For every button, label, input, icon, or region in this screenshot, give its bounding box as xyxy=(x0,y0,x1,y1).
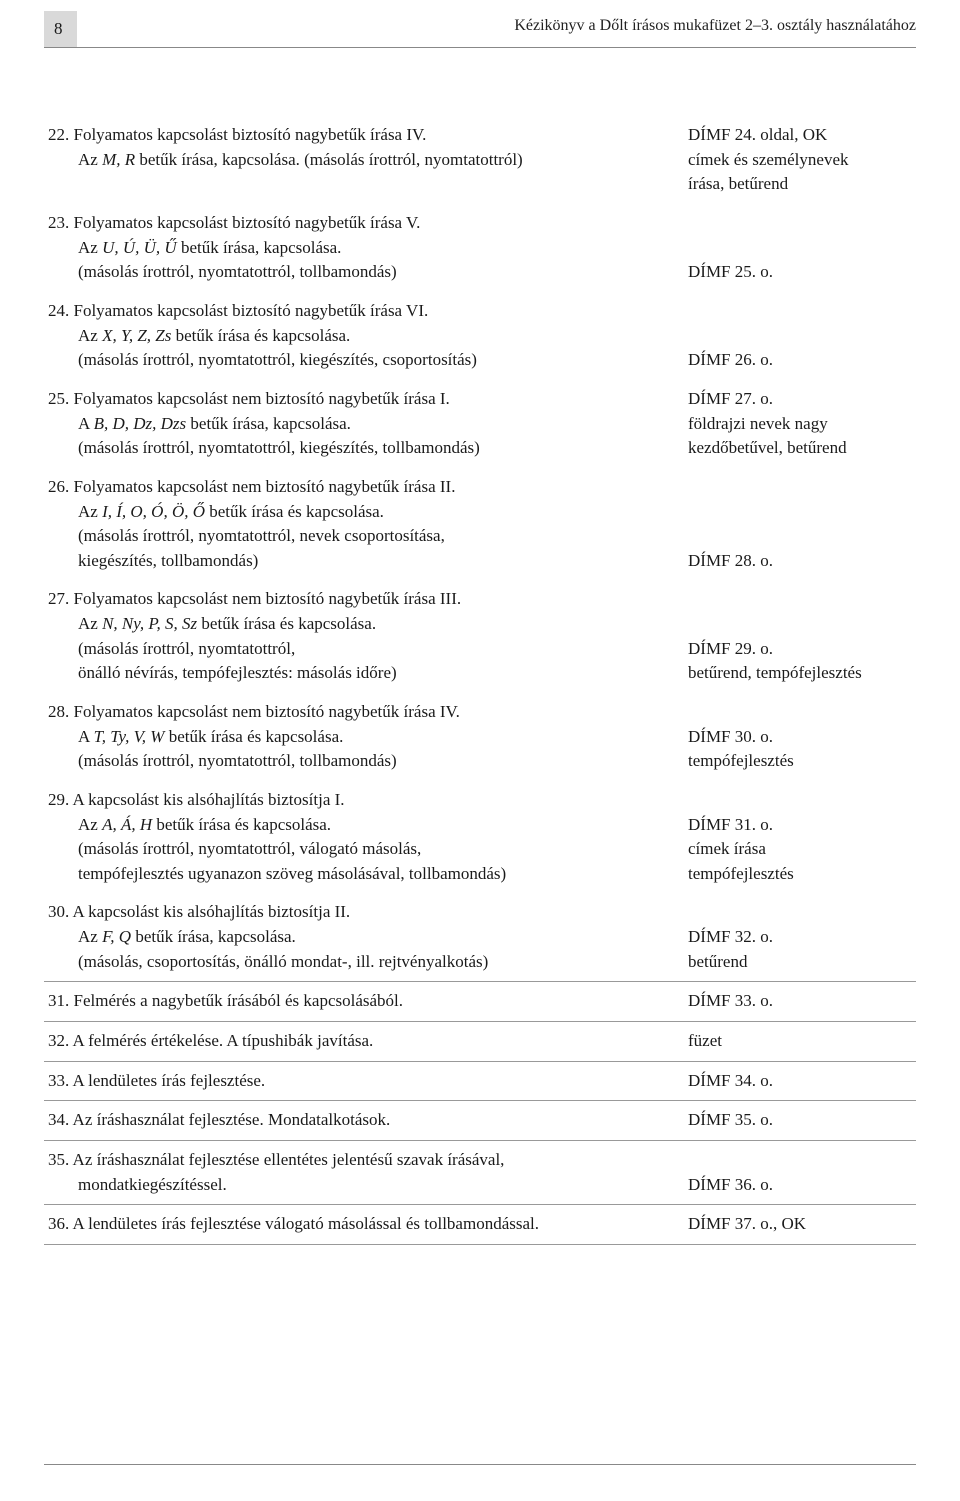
entry-title: 26. Folyamatos kapcsolást nem biztosító … xyxy=(48,475,666,500)
entry-left: 24. Folyamatos kapcsolást biztosító nagy… xyxy=(44,299,684,373)
entry-detail: (másolás írottról, nyomtatottról, kiegés… xyxy=(48,436,666,461)
entry-title: 34. Az íráshasználat fejlesztése. Mondat… xyxy=(48,1108,666,1133)
entry-detail: önálló névírás, tempófejlesztés: másolás… xyxy=(48,661,666,686)
entry-reference: DÍMF 24. oldal, OK címek és személynevek… xyxy=(684,123,916,197)
entry-row: 27. Folyamatos kapcsolást nem biztosító … xyxy=(44,580,916,693)
document-page: 8 Kézikönyv a Dőlt írásos mukafüzet 2–3.… xyxy=(0,0,960,1501)
entry-detail: (másolás írottról, nyomtatottról, váloga… xyxy=(48,837,666,862)
entry-detail: mondatkiegészítéssel. xyxy=(48,1173,666,1198)
entry-title: 23. Folyamatos kapcsolást biztosító nagy… xyxy=(48,211,666,236)
entry-title: 33. A lendületes írás fejlesztése. xyxy=(48,1069,666,1094)
entry-detail: Az X, Y, Z, Zs betűk írása és kapcsolása… xyxy=(48,324,666,349)
entry-reference: füzet xyxy=(684,1029,916,1054)
entry-left: 35. Az íráshasználat fejlesztése ellenté… xyxy=(44,1148,684,1197)
entry-row: 30. A kapcsolást kis alsóhajlítás biztos… xyxy=(44,893,916,982)
entry-detail: Az U, Ú, Ü, Ű betűk írása, kapcsolása. xyxy=(48,236,666,261)
entry-left: 36. A lendületes írás fejlesztése váloga… xyxy=(44,1212,684,1237)
entry-row: 35. Az íráshasználat fejlesztése ellenté… xyxy=(44,1141,916,1205)
entry-detail: Az M, R betűk írása, kapcsolása. (másolá… xyxy=(48,148,666,173)
entry-title: 36. A lendületes írás fejlesztése váloga… xyxy=(48,1212,666,1237)
entry-reference: DÍMF 35. o. xyxy=(684,1108,916,1133)
entry-left: 34. Az íráshasználat fejlesztése. Mondat… xyxy=(44,1108,684,1133)
entry-row: 26. Folyamatos kapcsolást nem biztosító … xyxy=(44,468,916,581)
entry-detail: A T, Ty, V, W betűk írása és kapcsolása. xyxy=(48,725,666,750)
entry-reference: DÍMF 27. o. földrajzi nevek nagy kezdőbe… xyxy=(684,387,916,461)
entry-title: 25. Folyamatos kapcsolást nem biztosító … xyxy=(48,387,666,412)
entry-detail: kiegészítés, tollbamondás) xyxy=(48,549,666,574)
entry-left: 30. A kapcsolást kis alsóhajlítás biztos… xyxy=(44,900,684,974)
entry-detail: (másolás írottról, nyomtatottról, tollba… xyxy=(48,749,666,774)
entry-row: 24. Folyamatos kapcsolást biztosító nagy… xyxy=(44,292,916,380)
entry-list: 22. Folyamatos kapcsolást biztosító nagy… xyxy=(44,116,916,1245)
entry-reference: DÍMF 36. o. xyxy=(684,1148,916,1197)
entry-left: 29. A kapcsolást kis alsóhajlítás biztos… xyxy=(44,788,684,887)
entry-detail: (másolás írottról, nyomtatottról, tollba… xyxy=(48,260,666,285)
entry-reference: DÍMF 30. o. tempófejlesztés xyxy=(684,700,916,774)
entry-reference: DÍMF 29. o. betűrend, tempófejlesztés xyxy=(684,587,916,686)
entry-row: 25. Folyamatos kapcsolást nem biztosító … xyxy=(44,380,916,468)
entry-reference: DÍMF 26. o. xyxy=(684,299,916,373)
entry-detail: Az N, Ny, P, S, Sz betűk írása és kapcso… xyxy=(48,612,666,637)
entry-detail: A B, D, Dz, Dzs betűk írása, kapcsolása. xyxy=(48,412,666,437)
entry-reference: DÍMF 32. o. betűrend xyxy=(684,900,916,974)
entry-row: 22. Folyamatos kapcsolást biztosító nagy… xyxy=(44,116,916,204)
entry-left: 23. Folyamatos kapcsolást biztosító nagy… xyxy=(44,211,684,285)
entry-detail: (másolás írottról, nyomtatottról, xyxy=(48,637,666,662)
entry-detail: Az A, Á, H betűk írása és kapcsolása. xyxy=(48,813,666,838)
entry-left: 33. A lendületes írás fejlesztése. xyxy=(44,1069,684,1094)
entry-title: 28. Folyamatos kapcsolást nem biztosító … xyxy=(48,700,666,725)
entry-reference: DÍMF 37. o., OK xyxy=(684,1212,916,1237)
entry-title: 30. A kapcsolást kis alsóhajlítás biztos… xyxy=(48,900,666,925)
entry-left: 28. Folyamatos kapcsolást nem biztosító … xyxy=(44,700,684,774)
entry-reference: DÍMF 31. o. címek írása tempófejlesztés xyxy=(684,788,916,887)
entry-left: 22. Folyamatos kapcsolást biztosító nagy… xyxy=(44,123,684,172)
entry-title: 27. Folyamatos kapcsolást nem biztosító … xyxy=(48,587,666,612)
entry-row: 36. A lendületes írás fejlesztése váloga… xyxy=(44,1205,916,1245)
entry-title: 32. A felmérés értékelése. A típushibák … xyxy=(48,1029,666,1054)
entry-left: 26. Folyamatos kapcsolást nem biztosító … xyxy=(44,475,684,574)
entry-left: 32. A felmérés értékelése. A típushibák … xyxy=(44,1029,684,1054)
entry-left: 27. Folyamatos kapcsolást nem biztosító … xyxy=(44,587,684,686)
entry-reference: DÍMF 33. o. xyxy=(684,989,916,1014)
entry-reference: DÍMF 28. o. xyxy=(684,475,916,574)
page-number: 8 xyxy=(44,11,77,48)
entry-left: 31. Felmérés a nagybetűk írásából és kap… xyxy=(44,989,684,1014)
entry-row: 33. A lendületes írás fejlesztése. DÍMF 3… xyxy=(44,1062,916,1102)
entry-row: 31. Felmérés a nagybetűk írásából és kap… xyxy=(44,982,916,1022)
entry-row: 28. Folyamatos kapcsolást nem biztosító … xyxy=(44,693,916,781)
entry-detail: (másolás írottról, nyomtatottról, nevek … xyxy=(48,524,666,549)
entry-title: 31. Felmérés a nagybetűk írásából és kap… xyxy=(48,989,666,1014)
entry-detail: (másolás írottról, nyomtatottról, kiegés… xyxy=(48,348,666,373)
running-title: Kézikönyv a Dőlt írásos mukafüzet 2–3. o… xyxy=(91,14,917,37)
entry-detail: Az F, Q betűk írása, kapcsolása. xyxy=(48,925,666,950)
page-header: 8 Kézikönyv a Dőlt írásos mukafüzet 2–3.… xyxy=(44,0,916,48)
entry-title: 35. Az íráshasználat fejlesztése ellenté… xyxy=(48,1148,666,1173)
entry-left: 25. Folyamatos kapcsolást nem biztosító … xyxy=(44,387,684,461)
entry-detail: (másolás, csoportosítás, önálló mondat-,… xyxy=(48,950,666,975)
entry-row: 34. Az íráshasználat fejlesztése. Mondat… xyxy=(44,1101,916,1141)
entry-detail: tempófejlesztés ugyanazon szöveg másolás… xyxy=(48,862,666,887)
entry-title: 22. Folyamatos kapcsolást biztosító nagy… xyxy=(48,123,666,148)
entry-title: 29. A kapcsolást kis alsóhajlítás biztos… xyxy=(48,788,666,813)
entry-reference: DÍMF 25. o. xyxy=(684,211,916,285)
entry-row: 32. A felmérés értékelése. A típushibák … xyxy=(44,1022,916,1062)
entry-row: 23. Folyamatos kapcsolást biztosító nagy… xyxy=(44,204,916,292)
entry-detail: Az I, Í, O, Ó, Ö, Ő betűk írása és kapcs… xyxy=(48,500,666,525)
entry-row: 29. A kapcsolást kis alsóhajlítás biztos… xyxy=(44,781,916,894)
entry-reference: DÍMF 34. o. xyxy=(684,1069,916,1094)
footer-rule xyxy=(44,1464,916,1465)
entry-title: 24. Folyamatos kapcsolást biztosító nagy… xyxy=(48,299,666,324)
